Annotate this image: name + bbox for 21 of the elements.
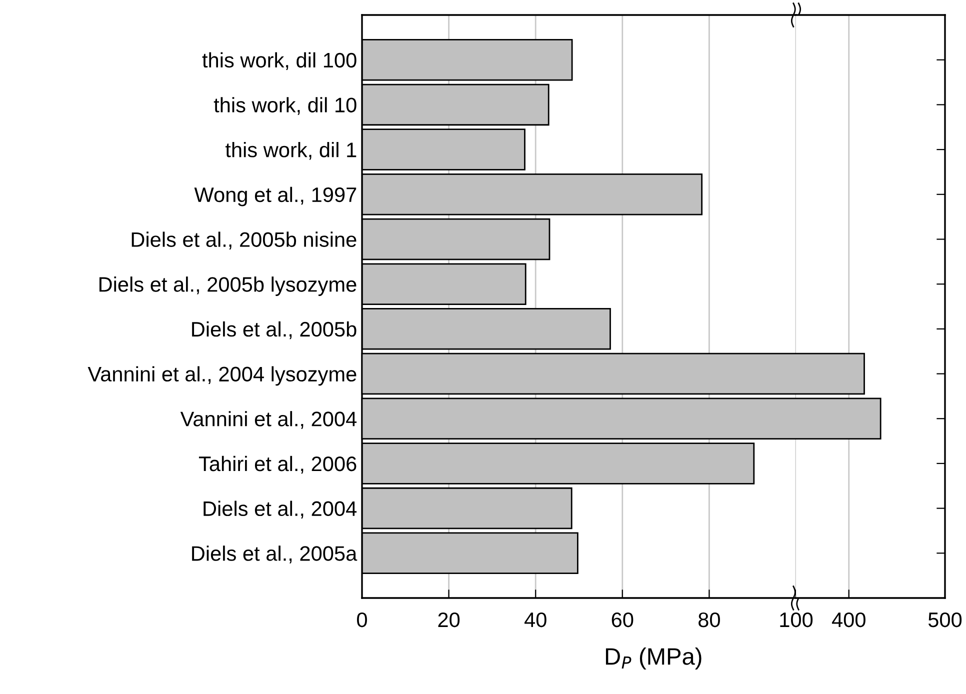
x-tick-label: 500	[928, 612, 962, 628]
y-tick-label: Tahiri et al., 2006	[198, 456, 356, 474]
y-tick-label: Wong et al., 1997	[194, 186, 356, 206]
x-tick-label: 80	[698, 612, 720, 628]
y-tick-label: Vannini et al., 2004	[180, 411, 357, 429]
x-tick-label: 40	[524, 612, 546, 628]
y-tick-label: Vannini et al., 2004 lysozyme	[88, 366, 356, 386]
x-tick-label: 0	[357, 612, 367, 628]
y-tick-label: this work, dil 10	[214, 97, 356, 115]
y-tick-label: Diels et al., 2005b lysozyme	[99, 276, 356, 296]
y-tick-label: Diels et al., 2005b	[192, 321, 356, 340]
y-tick-label: this work, dil 1	[225, 142, 356, 160]
y-tick-label: Diels et al., 2005a	[192, 546, 358, 564]
x-tick-label: 60	[612, 612, 634, 628]
x-tick-label: 100	[780, 612, 813, 628]
x-tick-label: 20	[438, 612, 460, 628]
y-tick-label: Diels et al., 2004	[204, 500, 357, 519]
x-axis-title: D$_{P}$ (MPa)	[606, 648, 702, 670]
x-tick-label: 400	[832, 612, 866, 628]
y-tick-label: Diels et al., 2005b nisine	[132, 232, 356, 250]
y-tick-label: this work, dil 100	[202, 52, 356, 70]
